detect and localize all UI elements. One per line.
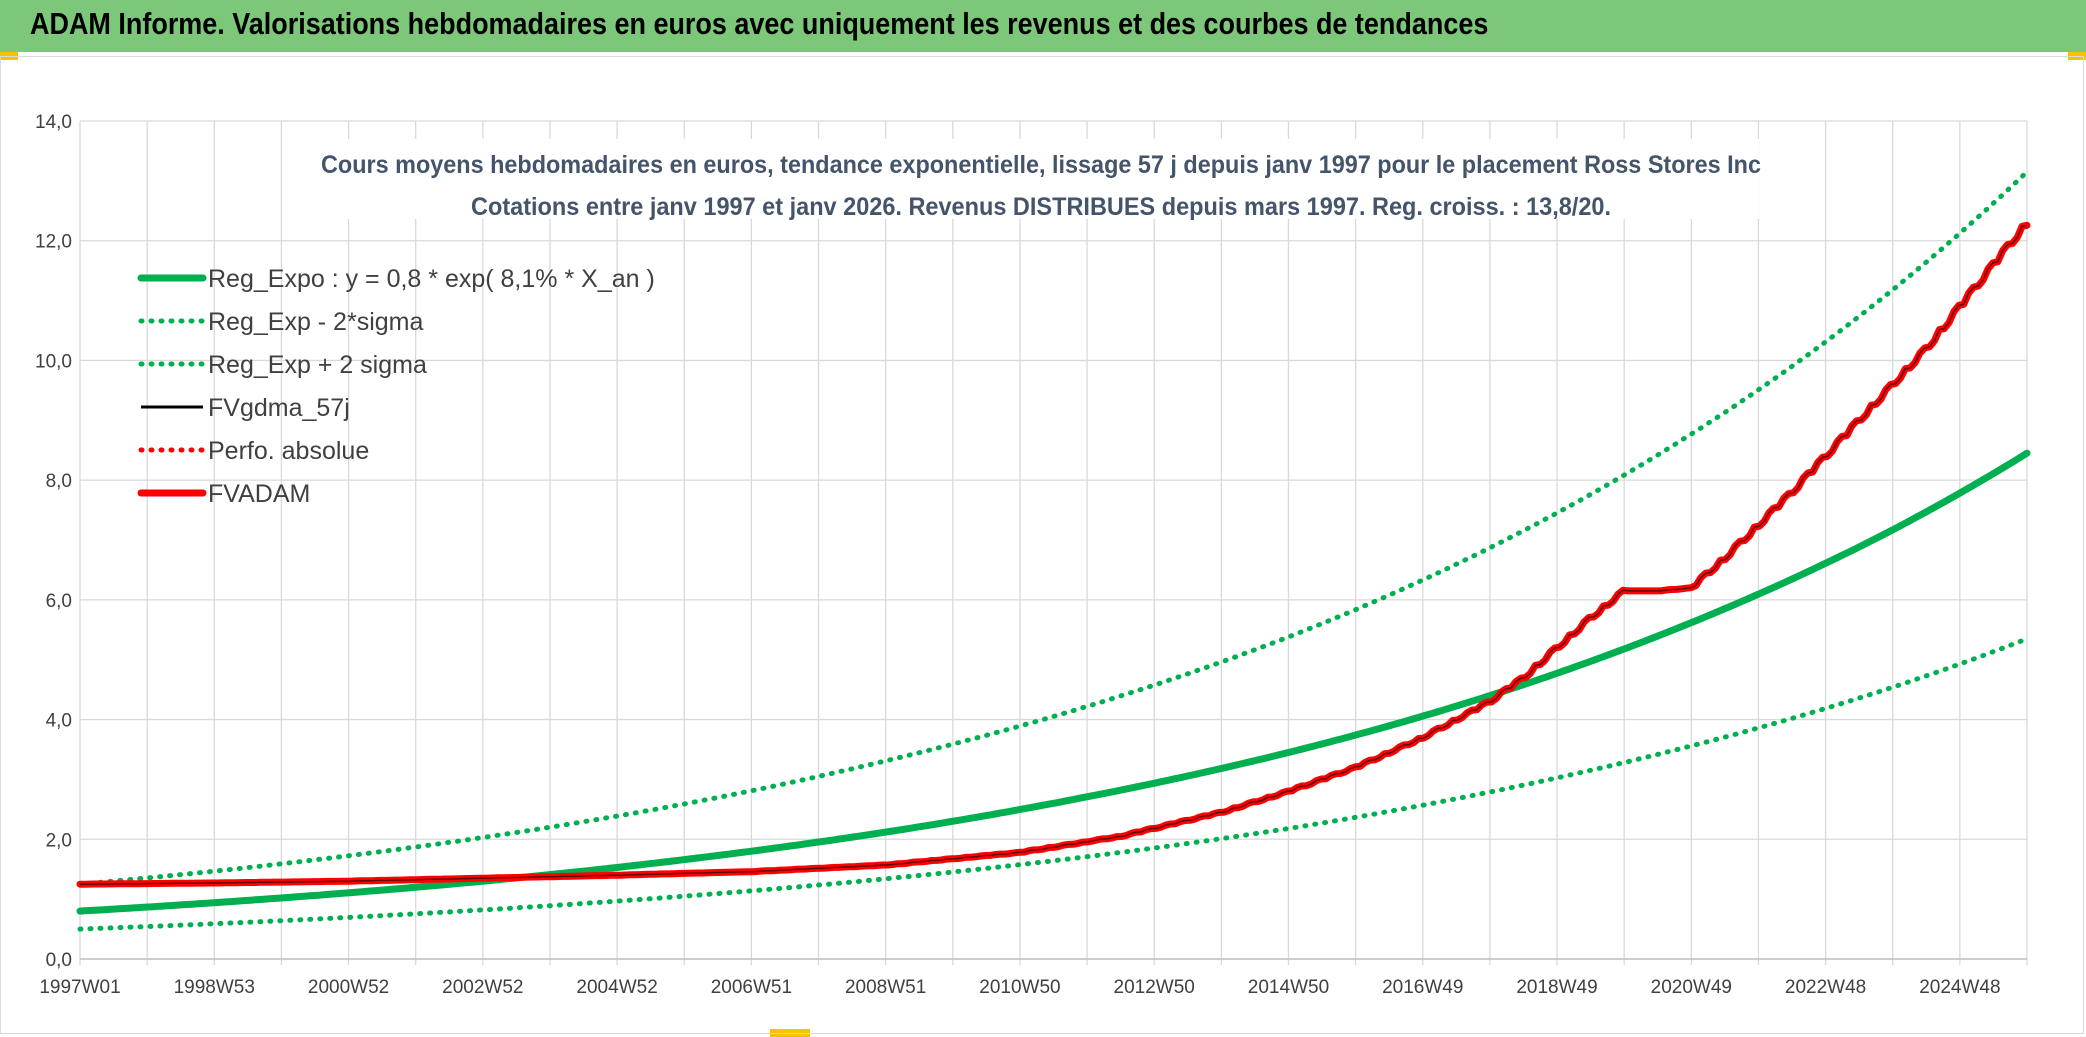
- x-tick-label: 2006W51: [711, 977, 792, 998]
- legend-label: Reg_Expo : y = 0,8 * exp( 8,1% * X_an ): [208, 265, 655, 293]
- y-tick-label: 10,0: [35, 351, 72, 372]
- series-layer: [76, 169, 2031, 932]
- chart-subtitle: Cotations entre janv 1997 et janv 2026. …: [471, 193, 1611, 221]
- legend-label: Reg_Exp - 2*sigma: [208, 308, 423, 336]
- x-tick-label: 2016W49: [1382, 977, 1463, 998]
- legend-label: FVADAM: [208, 480, 310, 508]
- x-tick-label: 2020W49: [1651, 977, 1732, 998]
- x-tick-label: 2002W52: [442, 977, 523, 998]
- chart: 0,0 2,0 4,0 6,0 8,0 10,0 12,0 14,0 1997W01 1998W5…: [35, 112, 2031, 998]
- chart-frame: 0,0 2,0 4,0 6,0 8,0 10,0 12,0 14,0 1997W01 1998W5…: [0, 56, 2084, 1034]
- x-tick-label: 2004W52: [576, 977, 657, 998]
- y-tick-label: 14,0: [35, 112, 72, 133]
- series-line-3: [77, 169, 2030, 887]
- y-tick-label: 2,0: [46, 830, 72, 851]
- x-tick-label: 2018W49: [1516, 977, 1597, 998]
- series-line-2: [77, 636, 2030, 932]
- x-tick-label: 2022W48: [1785, 977, 1866, 998]
- x-tick-label: 2010W50: [979, 977, 1060, 998]
- y-tick-label: 6,0: [46, 591, 72, 612]
- title-background: [319, 139, 1759, 219]
- x-tick-label: 1997W01: [39, 977, 120, 998]
- chart-title: Cours moyens hebdomadaires en euros, ten…: [321, 151, 1761, 179]
- x-tick-label: 2012W50: [1114, 977, 1195, 998]
- x-tick-label: 1998W53: [174, 977, 255, 998]
- x-tick-label: 2008W51: [845, 977, 926, 998]
- legend-label: Reg_Exp + 2 sigma: [208, 351, 427, 379]
- header-title: ADAM Informe. Valorisations hebdomadaire…: [30, 6, 1489, 41]
- x-tick-label: 2000W52: [308, 977, 389, 998]
- x-tick-label: 2014W50: [1248, 977, 1329, 998]
- series-line-4-overlay: [80, 224, 2028, 885]
- series-line-1: [76, 449, 2031, 915]
- y-tick-label: 8,0: [46, 471, 72, 492]
- y-tick-label: 4,0: [46, 711, 72, 732]
- x-tick-label: 2024W48: [1919, 977, 2000, 998]
- legend-label: FVgdma_57j: [208, 394, 350, 422]
- legend-label: Perfo. absolue: [208, 437, 369, 465]
- axes: 0,0 2,0 4,0 6,0 8,0 10,0 12,0 14,0 1997W01 1998W5…: [35, 112, 2027, 998]
- y-tick-label: 12,0: [35, 232, 72, 253]
- y-tick-label: 0,0: [46, 950, 72, 971]
- header-bar: ADAM Informe. Valorisations hebdomadaire…: [0, 0, 2086, 52]
- legend: Reg_Expo : y = 0,8 * exp( 8,1% * X_an ) R…: [137, 265, 655, 508]
